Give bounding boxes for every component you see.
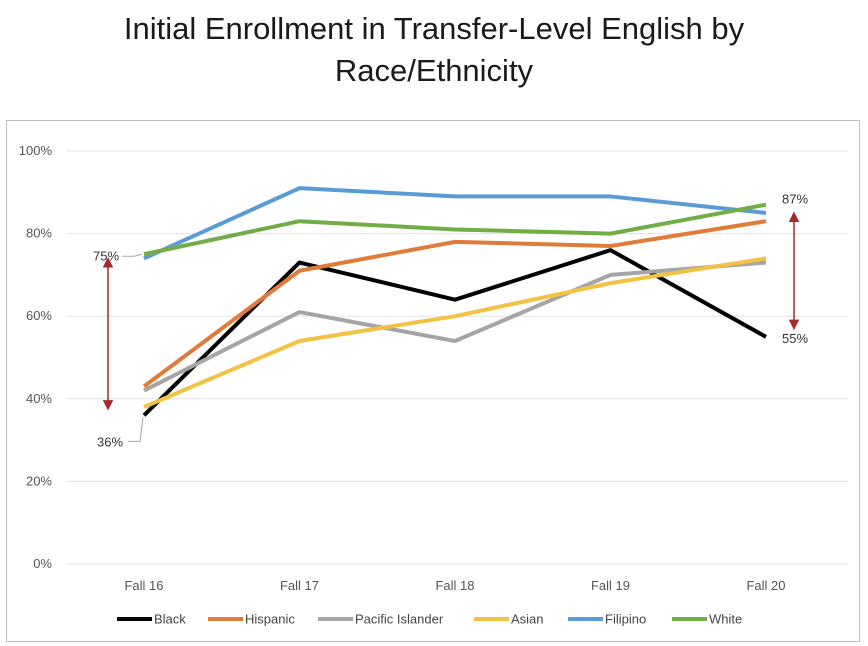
x-tick-label: Fall 17	[280, 578, 319, 593]
gridlines	[66, 150, 848, 565]
annotation-leader	[122, 253, 143, 257]
legend-label: Black	[154, 612, 186, 627]
x-tick-label: Fall 19	[591, 578, 630, 593]
y-tick-label: 20%	[26, 473, 52, 488]
legend-label: Filipino	[605, 612, 646, 627]
annotation-label: 75%	[93, 248, 119, 263]
annotation-leader	[128, 417, 144, 442]
series-lines	[142, 186, 767, 417]
x-tick-label: Fall 16	[124, 578, 163, 593]
annotations: 75% 36% 87% 55%	[93, 192, 808, 450]
chart-title-line-2: Race/Ethnicity	[334, 53, 534, 88]
y-axis-ticks: 0% 20% 40% 60% 80% 100%	[19, 143, 53, 571]
series-line-asian	[143, 256, 767, 409]
legend-label: Hispanic	[245, 612, 295, 627]
series-line-white	[143, 202, 767, 257]
chart-area	[6, 120, 860, 642]
chart-title-line-1: Initial Enrollment in Transfer-Level Eng…	[123, 11, 745, 46]
x-tick-label: Fall 18	[435, 578, 474, 593]
y-tick-label: 40%	[26, 391, 52, 406]
y-tick-label: 100%	[19, 143, 53, 158]
series-line-black	[142, 248, 767, 417]
x-tick-label: Fall 20	[746, 578, 785, 593]
series-line-filipino	[143, 186, 767, 261]
annotation-label: 36%	[97, 434, 123, 449]
legend-label: White	[709, 612, 742, 627]
annotation-label: 55%	[782, 331, 808, 346]
chart-title: Initial Enrollment in Transfer-Level Eng…	[0, 8, 868, 92]
legend: Black Hispanic Pacific Islander Asian Filipi…	[117, 612, 742, 627]
legend-label: Pacific Islander	[355, 612, 444, 627]
y-tick-label: 80%	[26, 226, 52, 241]
annotation-label: 87%	[782, 192, 808, 207]
y-tick-label: 60%	[26, 308, 52, 323]
y-tick-label: 0%	[33, 556, 52, 571]
x-axis-ticks: Fall 16 Fall 17 Fall 18 Fall 19 Fall 20	[124, 578, 785, 593]
legend-label: Asian	[511, 612, 544, 627]
series-line-hispanic	[142, 219, 767, 389]
series-line-pacific-islander	[143, 260, 767, 393]
